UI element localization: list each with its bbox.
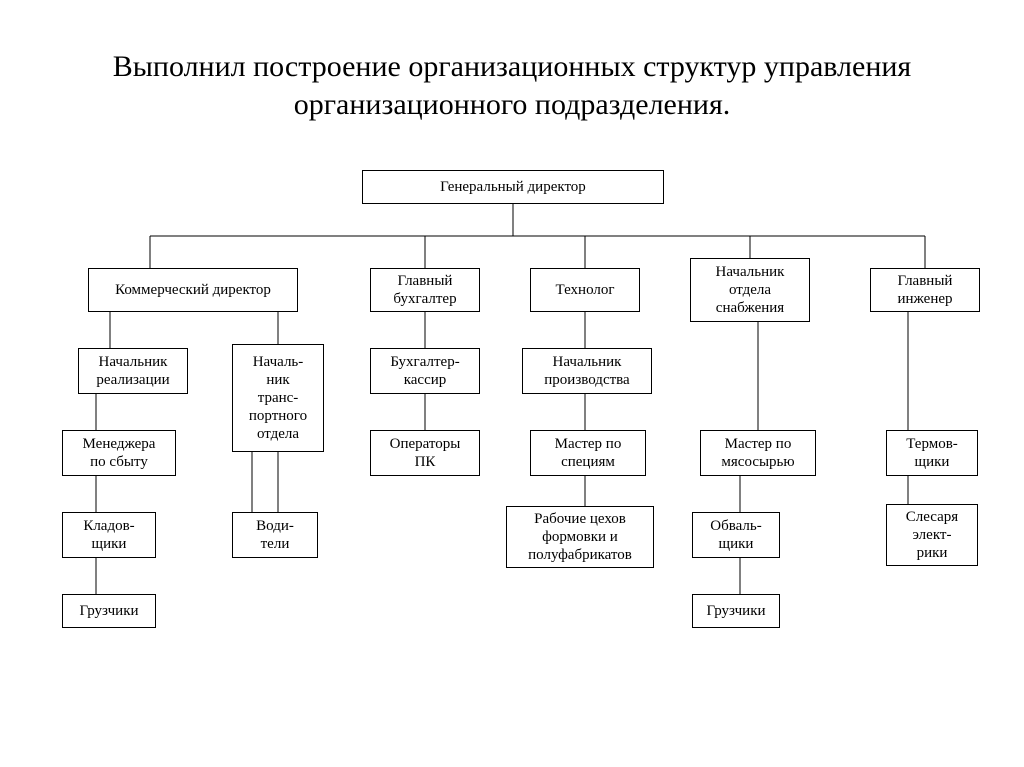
node-mps: Мастер по специям	[530, 430, 646, 476]
node-ms: Менеджера по сбыту	[62, 430, 176, 476]
node-gd: Генеральный директор	[362, 170, 664, 204]
node-gr2: Грузчики	[692, 594, 780, 628]
node-gi: Главный инженер	[870, 268, 980, 312]
node-gr1: Грузчики	[62, 594, 156, 628]
node-term: Термов- щики	[886, 430, 978, 476]
node-cd: Коммерческий директор	[88, 268, 298, 312]
node-obv: Обваль- щики	[692, 512, 780, 558]
node-nto: Началь- ник транс- портного отдела	[232, 344, 324, 452]
node-nos: Начальник отдела снабжения	[690, 258, 810, 322]
node-nr: Начальник реализации	[78, 348, 188, 394]
node-mpm: Мастер по мясосырью	[700, 430, 816, 476]
org-chart-canvas: Выполнил построение организационных стру…	[0, 0, 1024, 767]
node-vod: Води- тели	[232, 512, 318, 558]
node-tech: Технолог	[530, 268, 640, 312]
node-kl: Кладов- щики	[62, 512, 156, 558]
node-rcf: Рабочие цехов формовки и полуфабрикатов	[506, 506, 654, 568]
node-bk: Бухгалтер- кассир	[370, 348, 480, 394]
node-np: Начальник производства	[522, 348, 652, 394]
node-se: Слесаря элект- рики	[886, 504, 978, 566]
node-opk: Операторы ПК	[370, 430, 480, 476]
page-title: Выполнил построение организационных стру…	[0, 48, 1024, 125]
node-gb: Главный бухгалтер	[370, 268, 480, 312]
